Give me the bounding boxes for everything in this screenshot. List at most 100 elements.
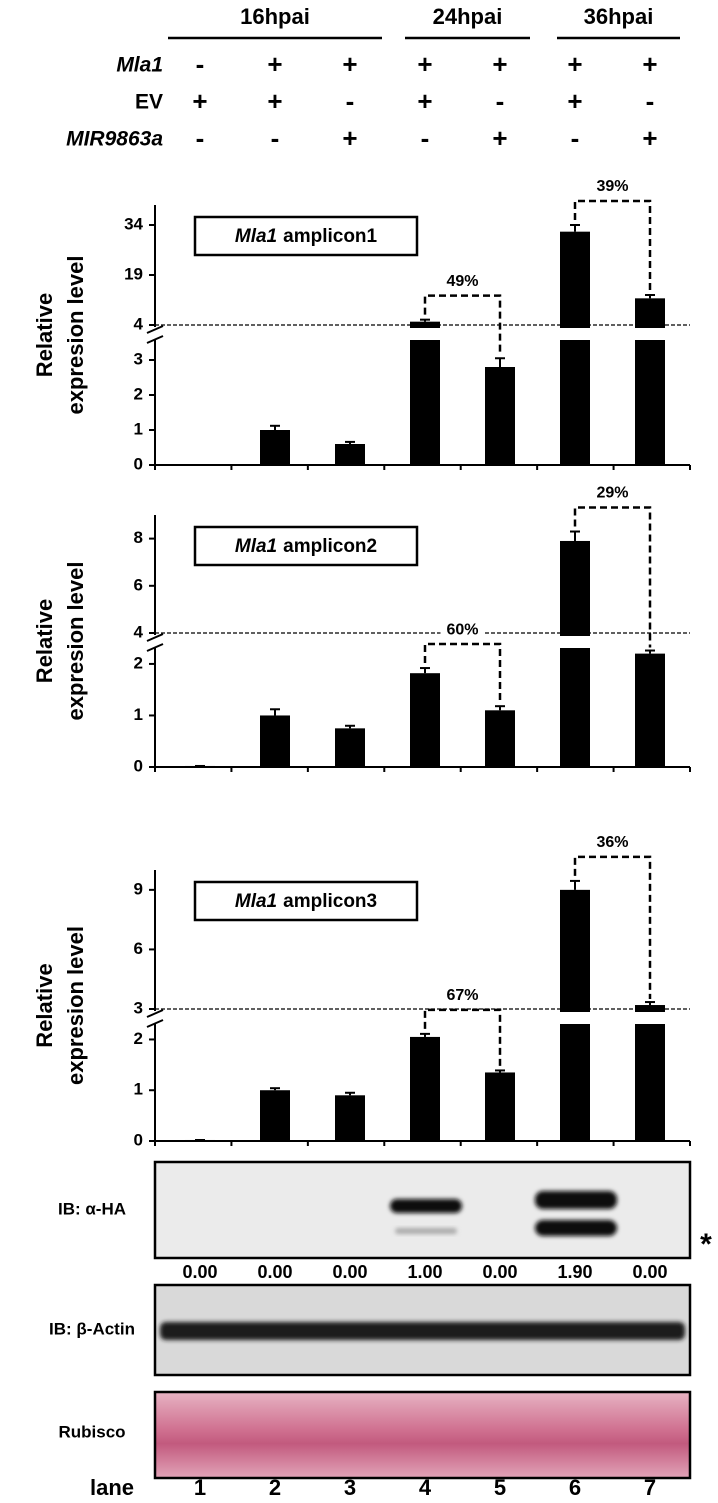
bar [560,232,590,465]
sign: + [567,86,582,116]
y-tick-label: 4 [134,622,144,641]
bar [485,1072,515,1141]
lane-number: 4 [419,1475,432,1500]
sign: + [417,86,432,116]
band [535,1191,617,1209]
sign: - [646,86,655,116]
sign: - [271,123,280,153]
y-tick-label: 6 [134,575,143,594]
y-tick-label: 1 [134,705,143,724]
group-label: 24hpai [433,4,503,29]
bar [635,1005,665,1141]
lane-number: 7 [644,1475,656,1500]
annotation: 49% [446,273,478,290]
sign: + [492,123,507,153]
bar [485,367,515,465]
y-axis-label: expresion level [63,256,88,415]
group-label: 16hpai [240,4,310,29]
annotation: 67% [446,987,478,1004]
sign: + [642,123,657,153]
sign: + [567,49,582,79]
bar [485,710,515,767]
rubisco-panel [155,1392,690,1478]
quantification: 0.00 [482,1262,517,1282]
blot-label: IB: β-Actin [49,1319,135,1338]
bar [335,444,365,465]
sign: + [267,49,282,79]
sign: - [196,123,205,153]
row-label: MIR9863a [66,128,163,151]
sign: + [192,86,207,116]
bar [635,298,665,465]
row-label: Mla1 [116,54,163,77]
sign: + [642,49,657,79]
bar [560,541,590,767]
lane-number: 5 [494,1475,506,1500]
blot-label: Rubisco [58,1422,125,1441]
sign: + [342,123,357,153]
sign: - [196,49,205,79]
sign: - [496,86,505,116]
lane-number: 3 [344,1475,356,1500]
y-tick-label: 8 [134,528,143,547]
sign: + [492,49,507,79]
y-tick-label: 0 [134,454,143,473]
sign: - [346,86,355,116]
bar [410,322,440,465]
y-tick-label: 2 [134,653,143,672]
lane-number: 2 [269,1475,281,1500]
band [535,1220,617,1236]
amplicon-name: amplicon3 [283,891,377,912]
quantification: 1.00 [407,1262,442,1282]
figure: 16hpai 24hpai 36hpai Mla1 - + + + + + + EV + + - + - + - MI… [0,0,718,1503]
amplicon-name: amplicon2 [283,536,377,557]
y-tick-label: 1 [134,419,143,438]
y-axis-label: expresion level [63,562,88,721]
bar [410,1037,440,1141]
lane-number: 1 [194,1475,206,1500]
y-tick-label: 3 [134,349,143,368]
quantification: 0.00 [257,1262,292,1282]
sign: + [417,49,432,79]
sign: - [421,123,430,153]
quantification: 0.00 [332,1262,367,1282]
quantification: 1.90 [557,1262,592,1282]
y-tick-label: 19 [124,264,143,283]
bar [335,1095,365,1141]
gene-name: Mla1 [235,891,277,912]
bar [260,430,290,465]
y-axis-label: expresion level [63,926,88,1085]
blot-label: IB: α-HA [58,1199,126,1218]
quantification: 0.00 [182,1262,217,1282]
group-label: 36hpai [584,4,654,29]
y-tick-label: 9 [134,879,143,898]
bar [335,728,365,767]
row-label: EV [135,91,163,114]
annotation: 39% [596,178,628,195]
sign: + [267,86,282,116]
bar [635,654,665,767]
page: 16hpai 24hpai 36hpai Mla1 - + + + + + + EV + + - + - + - MI… [0,0,718,1503]
band [160,1322,685,1340]
amplicon-name: amplicon1 [283,226,377,247]
sign: - [571,123,580,153]
y-tick-label: 0 [134,756,143,775]
y-axis-label: Relative [32,963,57,1047]
y-tick-label: 4 [134,314,144,333]
annotation: 60% [446,621,478,638]
band [395,1228,457,1234]
gene-name: Mla1 [235,536,277,557]
bar [260,1090,290,1141]
quantification: 0.00 [632,1262,667,1282]
y-axis-label: Relative [32,599,57,683]
amplicon-label: Mla1 amplicon3 [235,891,377,912]
y-tick-label: 3 [134,998,143,1017]
lane-number: 6 [569,1475,581,1500]
sign: + [342,49,357,79]
annotation: 36% [596,834,628,851]
bar [260,715,290,767]
axis-break-gap [157,328,692,340]
amplicon-label: Mla1 amplicon2 [235,536,377,557]
y-axis-label: Relative [32,293,57,377]
